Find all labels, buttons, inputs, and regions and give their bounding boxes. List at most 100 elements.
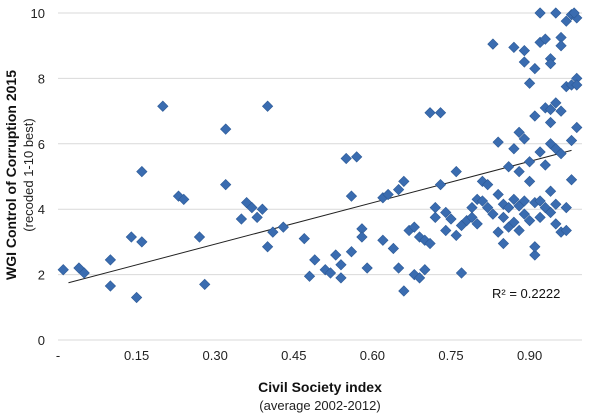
data-point — [555, 40, 567, 52]
data-point — [408, 221, 420, 233]
data-point — [445, 213, 457, 225]
data-point — [298, 233, 310, 245]
data-point — [251, 211, 263, 223]
data-point — [450, 165, 462, 178]
data-point — [345, 190, 358, 202]
y-tick-label: 0 — [38, 333, 45, 348]
data-point — [104, 254, 117, 266]
data-point — [261, 100, 274, 112]
data-point — [560, 201, 572, 214]
y-tick-label: 2 — [38, 268, 45, 283]
data-point — [534, 195, 546, 207]
data-point — [235, 213, 248, 225]
data-point — [277, 221, 289, 233]
data-point — [544, 103, 557, 116]
data-point — [440, 206, 452, 219]
data-point — [387, 242, 399, 255]
data-point — [550, 198, 562, 210]
r-squared-label: R² = 0.2222 — [492, 286, 560, 301]
data-point — [429, 211, 441, 223]
data-point — [136, 165, 148, 178]
data-point — [518, 195, 530, 207]
y-axis-title-sub: (recoded 1-10 best) — [21, 118, 36, 231]
data-point — [303, 270, 316, 282]
data-point — [482, 179, 494, 191]
data-point — [565, 174, 578, 186]
data-point — [267, 226, 279, 238]
data-point — [508, 41, 520, 53]
data-point — [413, 272, 426, 284]
data-point — [534, 211, 546, 223]
data-point — [550, 97, 562, 109]
data-point — [534, 146, 546, 158]
data-point — [518, 56, 530, 68]
data-point — [539, 159, 551, 171]
data-point — [361, 262, 373, 274]
data-point — [424, 237, 436, 250]
data-point — [335, 272, 347, 284]
data-point — [518, 44, 530, 57]
data-point — [193, 231, 206, 243]
data-point — [518, 133, 530, 145]
data-point — [471, 218, 483, 230]
data-point — [508, 193, 520, 206]
data-point — [513, 126, 525, 138]
data-point — [261, 241, 274, 253]
data-point — [476, 175, 489, 188]
data-point — [324, 267, 337, 279]
x-tick-label: 0.90 — [517, 348, 542, 363]
data-point — [424, 107, 436, 119]
data-point — [130, 291, 143, 304]
data-point — [356, 231, 368, 243]
data-point — [309, 254, 321, 266]
x-tick-label: 0.15 — [124, 348, 149, 363]
data-point — [492, 226, 504, 238]
x-tick-label: 0.60 — [360, 348, 385, 363]
data-point — [503, 201, 515, 214]
data-point — [246, 201, 258, 214]
data-point — [529, 110, 541, 122]
data-point — [523, 77, 536, 89]
data-point — [482, 201, 494, 214]
y-tick-label: 6 — [38, 137, 45, 152]
x-tick-label: 0.30 — [203, 348, 228, 363]
data-point — [382, 188, 394, 201]
data-point — [335, 259, 347, 271]
data-point — [434, 107, 447, 119]
data-point — [544, 185, 557, 197]
data-point — [492, 188, 504, 201]
y-tick-label: 10 — [31, 6, 45, 21]
data-points — [57, 7, 583, 304]
data-point — [523, 175, 536, 188]
data-point — [550, 7, 562, 19]
x-tick-label: - — [56, 348, 60, 363]
data-point — [419, 264, 431, 276]
data-point — [503, 161, 515, 173]
data-point — [568, 7, 580, 19]
data-point — [539, 33, 551, 45]
data-point — [518, 208, 530, 220]
y-tick-label: 4 — [38, 202, 45, 217]
data-point — [571, 79, 583, 91]
data-point — [487, 38, 499, 50]
data-point — [199, 278, 211, 291]
gridlines — [58, 12, 582, 341]
data-point — [529, 62, 541, 75]
data-point — [523, 215, 536, 227]
data-point — [513, 165, 525, 178]
y-axis-title: WGI Control of Corruption 2015 (recoded … — [3, 70, 36, 280]
data-point — [492, 136, 504, 148]
data-point — [392, 183, 405, 196]
data-point — [136, 236, 148, 248]
x-axis-title-sub: (average 2002-2012) — [259, 398, 380, 413]
data-point — [220, 179, 232, 191]
data-point — [466, 211, 478, 223]
data-point — [550, 218, 562, 230]
data-point — [434, 179, 447, 191]
data-point — [544, 58, 557, 70]
data-point — [544, 206, 557, 219]
trendline-line — [68, 149, 572, 284]
data-point — [565, 134, 578, 147]
data-point — [345, 246, 358, 258]
